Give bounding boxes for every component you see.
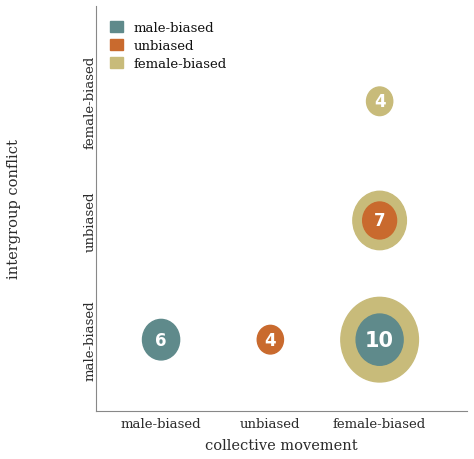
Text: 4: 4 <box>264 331 276 349</box>
Circle shape <box>363 202 397 240</box>
Circle shape <box>259 328 281 352</box>
Circle shape <box>366 88 393 116</box>
Text: 7: 7 <box>374 212 385 230</box>
X-axis label: collective movement: collective movement <box>205 438 357 452</box>
Y-axis label: intergroup conflict: intergroup conflict <box>7 140 21 279</box>
Circle shape <box>143 320 180 360</box>
Legend: male-biased, unbiased, female-biased: male-biased, unbiased, female-biased <box>106 17 231 75</box>
Text: 6: 6 <box>155 331 167 349</box>
Circle shape <box>341 298 419 382</box>
Circle shape <box>257 325 283 354</box>
Text: 4: 4 <box>374 93 385 111</box>
Circle shape <box>353 192 406 250</box>
Circle shape <box>356 314 403 365</box>
Text: 10: 10 <box>365 330 394 350</box>
